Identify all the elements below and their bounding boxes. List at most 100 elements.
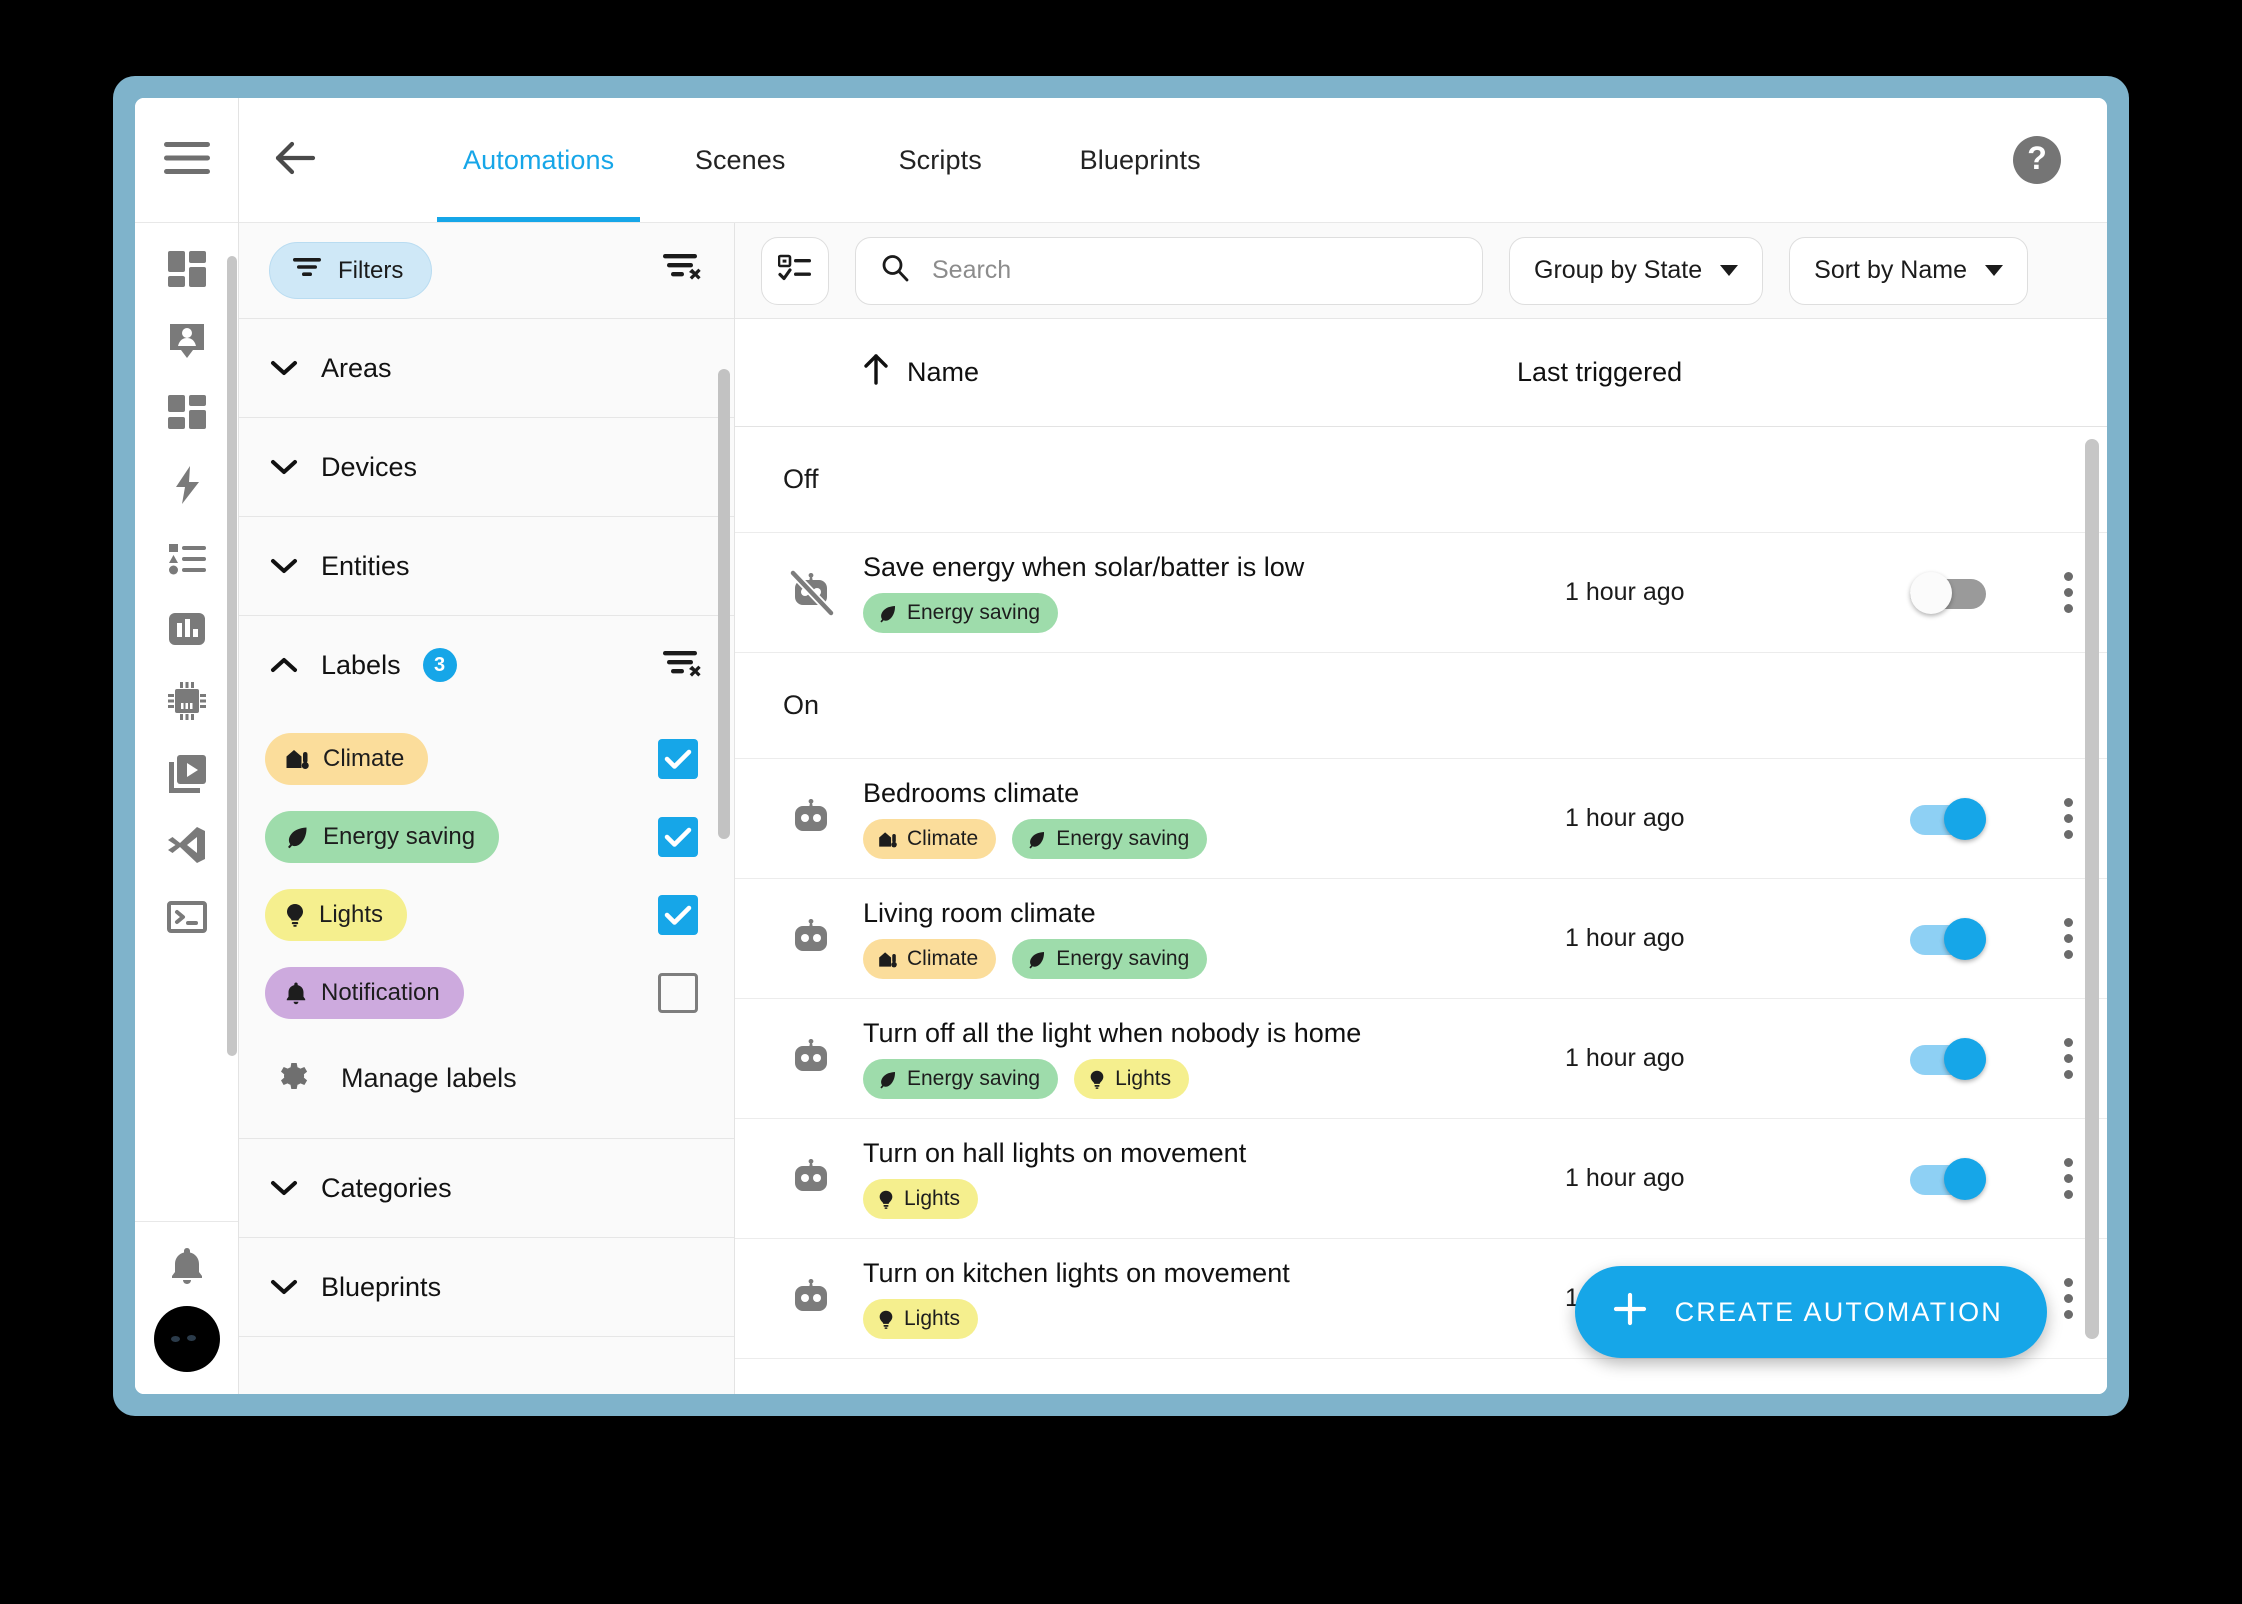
label-checkbox-notification[interactable] <box>658 973 698 1013</box>
row-labels: Energy saving <box>863 593 1543 634</box>
row-overflow-menu-button[interactable] <box>2023 798 2107 839</box>
sidebar-item-hardware[interactable] <box>155 675 219 727</box>
automation-toggle[interactable] <box>1910 1157 1986 1200</box>
label-chip-text: Lights <box>904 1187 961 1211</box>
group-header-off: Off <box>735 427 2107 533</box>
filter-section-title: Labels <box>321 649 401 680</box>
search-input[interactable] <box>932 256 1458 285</box>
sidebar-item-history[interactable] <box>155 603 219 655</box>
tab-automations[interactable]: Automations <box>437 98 641 222</box>
main-column: Automations Scenes Scripts Blueprints ? <box>239 98 2107 1394</box>
help-button[interactable]: ? <box>1967 98 2107 222</box>
row-overflow-menu-button[interactable] <box>2023 1158 2107 1199</box>
tab-blueprints[interactable]: Blueprints <box>1040 98 1240 222</box>
row-overflow-menu-button[interactable] <box>2023 1278 2107 1319</box>
filter-section-devices-header[interactable]: Devices <box>239 418 734 516</box>
back-button[interactable] <box>239 98 351 222</box>
label-chip-lights: Lights <box>863 1179 979 1220</box>
filters-button-label: Filters <box>338 256 404 284</box>
bell-icon <box>285 981 307 1005</box>
robot-icon <box>783 911 863 967</box>
manage-labels-button[interactable]: Manage labels <box>239 1032 734 1124</box>
label-checkbox-lights[interactable] <box>658 895 698 935</box>
filter-section-title: Entities <box>321 550 410 581</box>
automation-toggle[interactable] <box>1910 1037 1986 1080</box>
avatar[interactable] <box>153 1306 220 1372</box>
sidebar-item-energy[interactable] <box>155 459 219 511</box>
sort-ascending-arrow-icon <box>863 352 889 393</box>
list-scrollbar-thumb[interactable] <box>2085 439 2099 1339</box>
filters-button[interactable]: Filters <box>269 242 433 299</box>
table-row[interactable]: Living room climate Climate <box>735 879 2107 999</box>
sidebar-item-logbook[interactable] <box>155 531 219 583</box>
table-row[interactable]: Save energy when solar/batter is low Ene… <box>735 533 2107 653</box>
search-box[interactable] <box>855 236 1483 305</box>
clear-filters-button[interactable] <box>660 250 704 291</box>
label-filter-row[interactable]: Notification <box>239 954 734 1032</box>
sort-by-select[interactable]: Sort by Name <box>1789 236 2028 305</box>
chevron-down-icon <box>1985 265 2003 276</box>
filter-toolbar: Filters <box>239 223 734 319</box>
label-chip-text: Notification <box>321 979 440 1006</box>
label-filter-row[interactable]: Climate <box>239 720 734 798</box>
automation-name: Save energy when solar/batter is low <box>863 551 1305 582</box>
automation-toggle[interactable] <box>1910 917 1986 960</box>
filter-section-blueprints-header[interactable]: Blueprints <box>239 1238 734 1336</box>
tab-scenes[interactable]: Scenes <box>640 98 840 222</box>
sidebar-item-vscode[interactable] <box>155 819 219 871</box>
filter-section-entities: Entities <box>239 517 734 616</box>
automation-name: Turn on kitchen lights on movement <box>863 1257 1290 1288</box>
sidebar-scrollbar-thumb[interactable] <box>227 256 237 1056</box>
filter-section-entities-header[interactable]: Entities <box>239 517 734 615</box>
sidebar-menu-button[interactable] <box>135 98 238 223</box>
label-chip-notification: Notification <box>265 967 464 1019</box>
label-chip-lights: Lights <box>863 1299 979 1340</box>
label-chip-text: Energy saving <box>1056 827 1190 851</box>
row-labels: Climate Energy saving <box>863 939 1543 980</box>
column-header-last-triggered[interactable]: Last triggered <box>1517 357 1682 388</box>
filter-section-categories-header[interactable]: Categories <box>239 1139 734 1237</box>
label-chip-text: Energy saving <box>323 823 476 850</box>
thermometer-house-icon <box>878 950 897 969</box>
label-chip-climate: Climate <box>265 733 429 785</box>
automation-toggle[interactable] <box>1910 797 1986 840</box>
sidebar-item-terminal[interactable] <box>155 891 219 943</box>
terminal-icon <box>166 896 208 938</box>
overflow-menu-icon <box>2063 918 2073 959</box>
filter-section-labels-header[interactable]: Labels 3 <box>239 616 734 714</box>
tab-scripts[interactable]: Scripts <box>840 98 1040 222</box>
sidebar-item-media[interactable] <box>155 747 219 799</box>
header-tabs: Automations Scenes Scripts Blueprints <box>351 98 1967 222</box>
list-scrollbar[interactable] <box>2085 439 2099 1382</box>
column-header-name[interactable]: Name <box>863 352 1517 393</box>
filter-section-areas-header[interactable]: Areas <box>239 319 734 417</box>
label-filter-row[interactable]: Energy saving <box>239 798 734 876</box>
automation-toggle[interactable] <box>1910 571 1986 614</box>
sidebar-item-map[interactable] <box>155 315 219 367</box>
overflow-menu-icon <box>2063 1038 2073 1079</box>
last-triggered-value: 1 hour ago <box>1565 804 1685 832</box>
label-checkbox-climate[interactable] <box>658 739 698 779</box>
sidebar-item-overview[interactable] <box>155 243 219 295</box>
row-overflow-menu-button[interactable] <box>2023 572 2107 613</box>
sidebar-item-dashboard[interactable] <box>155 387 219 439</box>
row-overflow-menu-button[interactable] <box>2023 1038 2107 1079</box>
table-row[interactable]: Bedrooms climate Climate <box>735 759 2107 879</box>
table-row[interactable]: Turn on hall lights on movement Lights <box>735 1119 2107 1239</box>
group-by-select[interactable]: Group by State <box>1509 236 1764 305</box>
leaf-icon <box>878 604 897 623</box>
sidebar-item-notifications[interactable] <box>155 1240 219 1292</box>
sidebar-scrollbar[interactable] <box>227 230 237 1250</box>
filter-section-devices: Devices <box>239 418 734 517</box>
row-overflow-menu-button[interactable] <box>2023 918 2107 959</box>
overflow-menu-icon <box>2063 572 2073 613</box>
label-checkbox-energy-saving[interactable] <box>658 817 698 857</box>
filter-section-categories: Categories <box>239 1139 734 1238</box>
table-row[interactable]: Turn off all the light when nobody is ho… <box>735 999 2107 1119</box>
create-automation-button[interactable]: CREATE AUTOMATION <box>1574 1266 2047 1358</box>
last-triggered-value: 1 hour ago <box>1565 1164 1685 1192</box>
row-labels: Lights <box>863 1179 1543 1220</box>
label-filter-row[interactable]: Lights <box>239 876 734 954</box>
clear-label-filters-button[interactable] <box>660 647 704 683</box>
view-mode-button[interactable] <box>761 236 829 305</box>
